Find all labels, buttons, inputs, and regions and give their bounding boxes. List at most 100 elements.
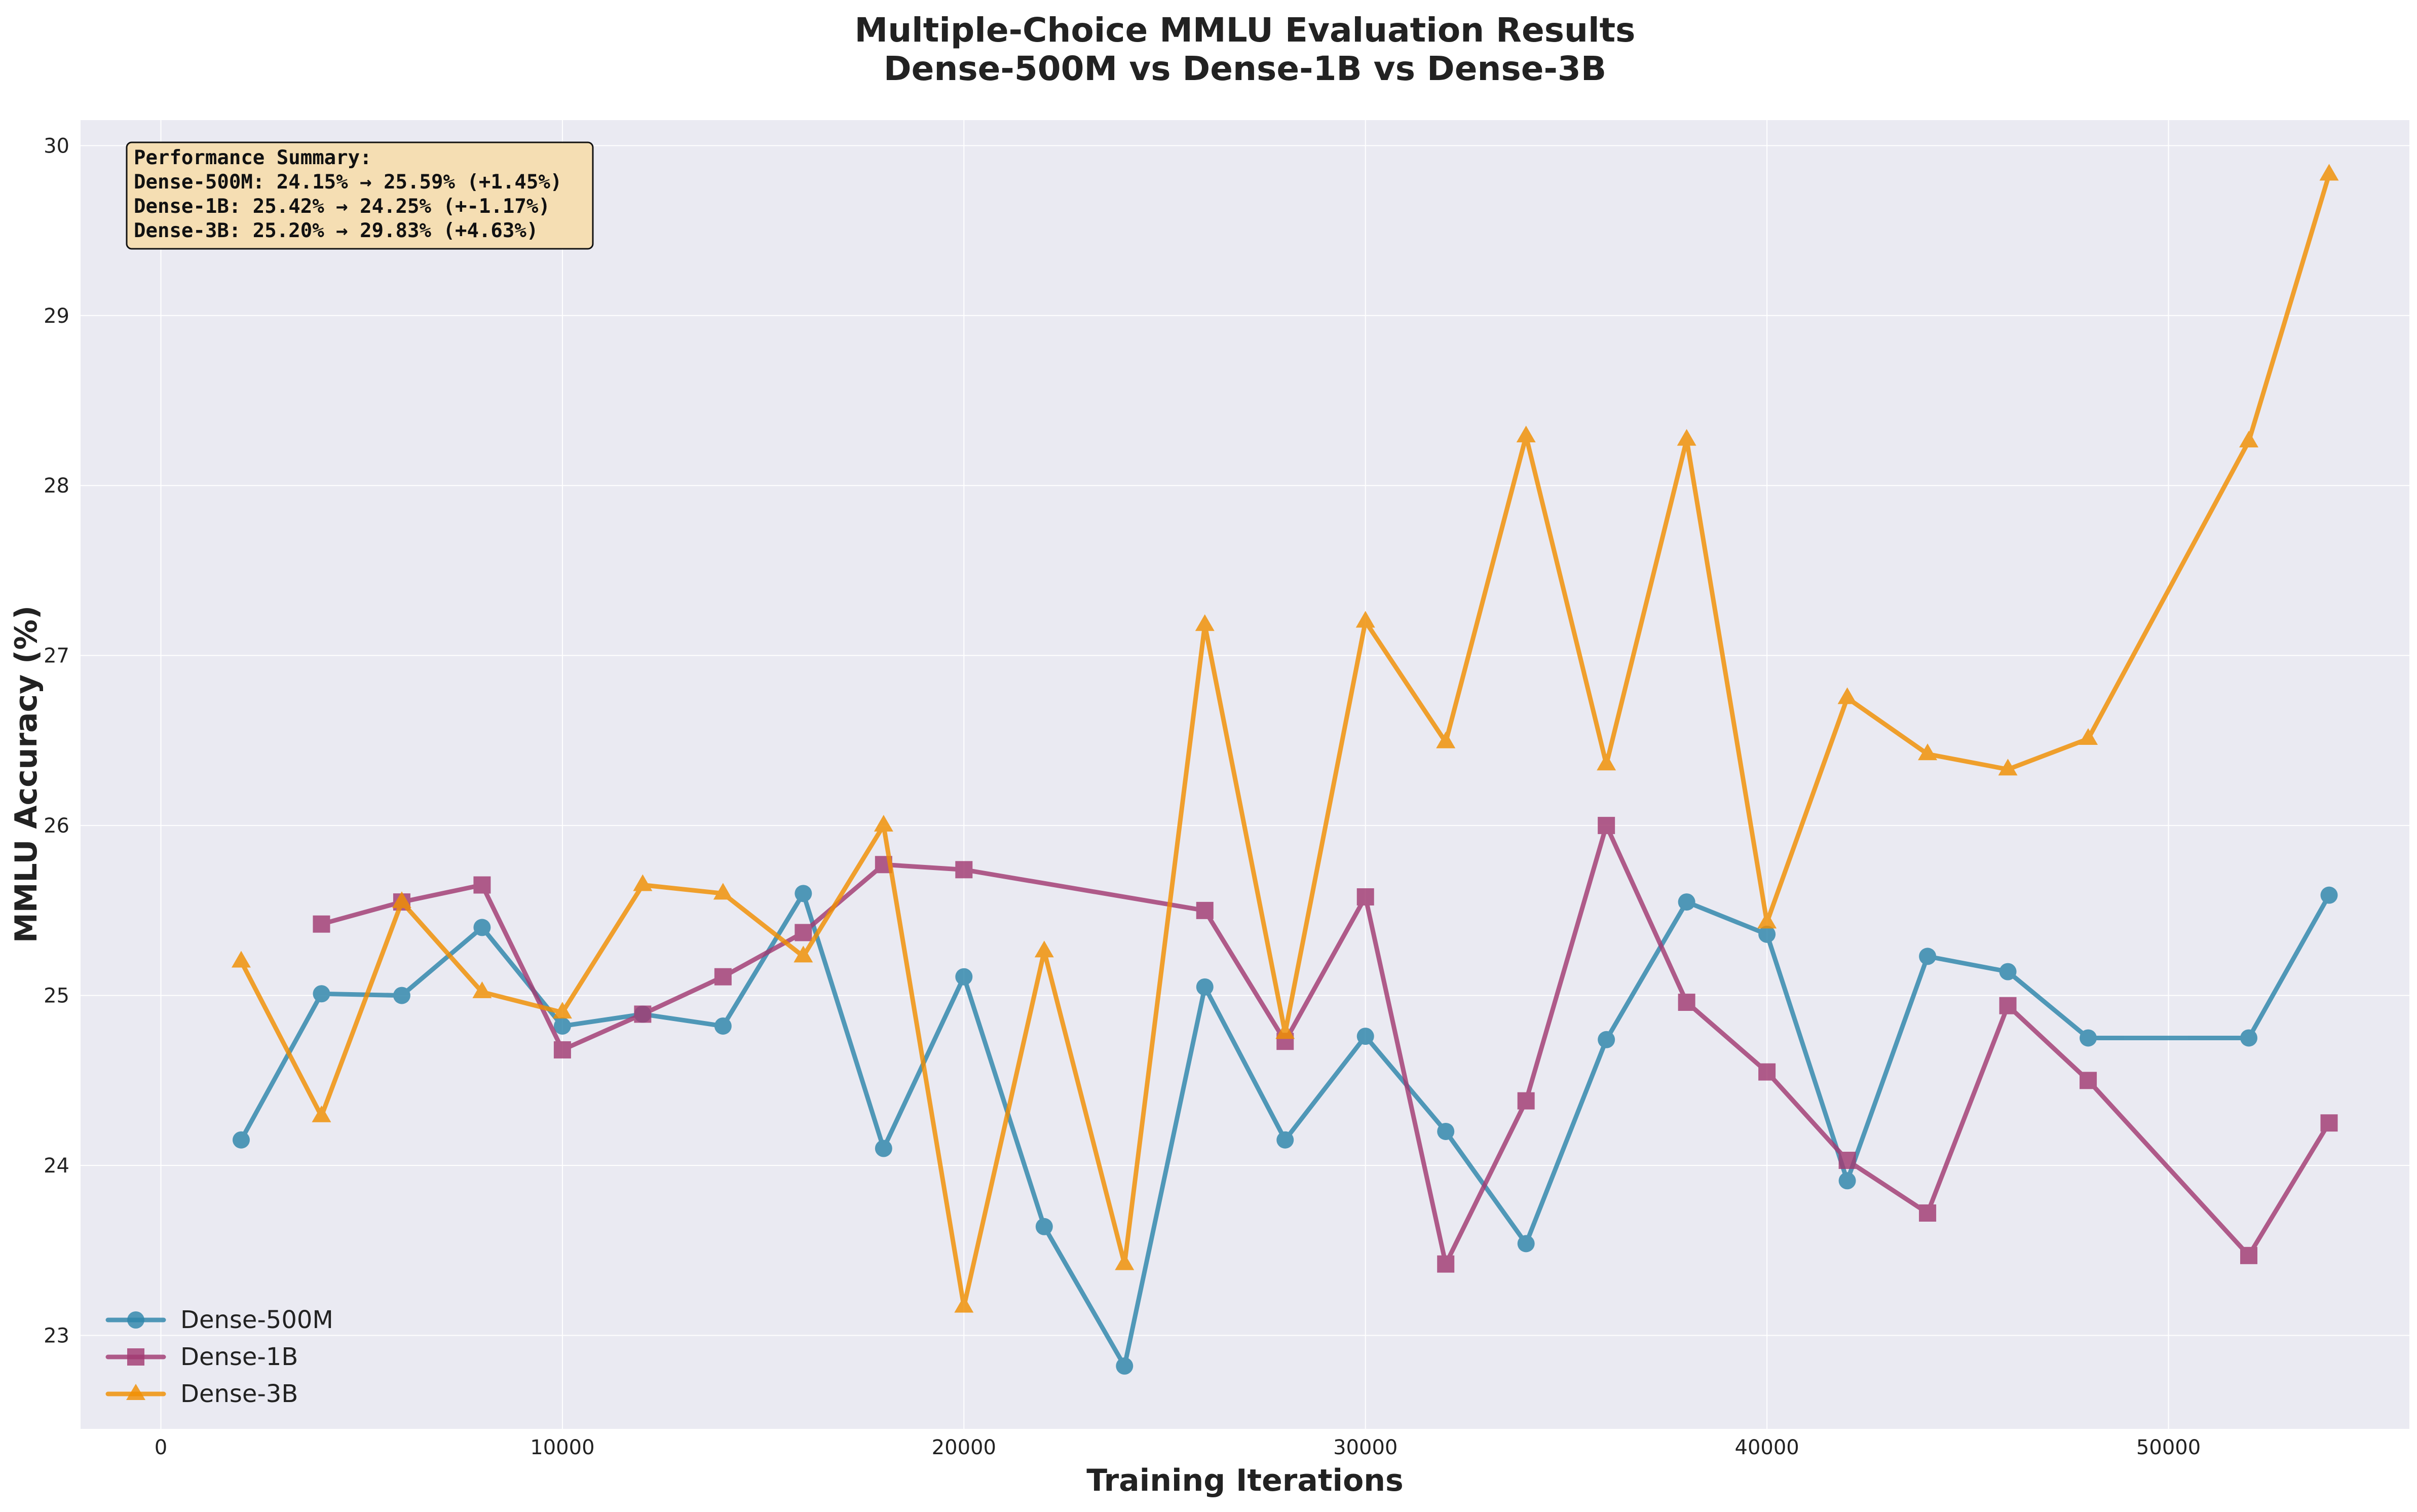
- x-tick-label: 0: [155, 1436, 167, 1459]
- data-point-dense-3b: [1115, 1253, 1135, 1270]
- chart-title-line-2: Dense-500M vs Dense-1B vs Dense-3B: [884, 49, 1606, 88]
- data-point-dense-3b: [1275, 1022, 1295, 1039]
- data-point-dense-3b: [1677, 429, 1696, 446]
- legend-marker-dense-1b: [127, 1348, 144, 1366]
- data-point-dense-1b: [1598, 817, 1615, 835]
- series-dense-1b: [313, 817, 2338, 1273]
- data-point-dense-500m: [1116, 1357, 1134, 1375]
- data-point-dense-500m: [2240, 1029, 2258, 1047]
- data-point-dense-3b: [1034, 940, 1054, 958]
- data-point-dense-3b: [1355, 611, 1375, 628]
- data-point-dense-3b: [1597, 753, 1616, 771]
- y-tick-label: 25: [44, 985, 69, 1008]
- summary-line-3: Dense-1B: 25.42% → 24.25% (+-1.17%): [134, 195, 550, 218]
- legend-label-dense-500m: Dense-500M: [180, 1306, 333, 1334]
- summary-line-4: Dense-3B: 25.20% → 29.83% (+4.63%): [134, 219, 538, 242]
- data-point-dense-3b: [1757, 912, 1777, 929]
- y-tick-label: 26: [44, 814, 69, 838]
- x-tick-label: 20000: [932, 1436, 996, 1459]
- data-point-dense-1b: [2320, 1114, 2338, 1132]
- data-point-dense-500m: [1196, 978, 1214, 996]
- series-layer: [231, 164, 2339, 1375]
- summary-background: [126, 141, 594, 250]
- series-line-dense-500m: [239, 891, 2331, 1369]
- data-point-dense-1b: [714, 968, 732, 986]
- data-point-dense-3b: [1436, 731, 1456, 748]
- data-point-dense-3b: [1837, 687, 1857, 704]
- y-tick-label: 23: [44, 1325, 69, 1348]
- y-tick-label: 30: [44, 134, 69, 158]
- data-point-dense-1b: [634, 1005, 652, 1023]
- data-point-dense-1b: [1838, 1151, 1856, 1169]
- data-point-dense-1b: [795, 924, 812, 941]
- x-tick-label: 40000: [1735, 1436, 1799, 1459]
- data-point-dense-3b: [392, 891, 411, 909]
- x-tick-label: 30000: [1333, 1436, 1398, 1459]
- data-point-dense-3b: [472, 981, 492, 998]
- chart-title-line-1: Multiple-Choice MMLU Evaluation Results: [855, 11, 1636, 50]
- data-point-dense-1b: [553, 1041, 571, 1059]
- data-point-dense-500m: [313, 985, 330, 1003]
- data-point-dense-500m: [1517, 1235, 1535, 1253]
- x-tick-label: 10000: [530, 1436, 594, 1459]
- data-point-dense-500m: [553, 1017, 571, 1035]
- data-point-dense-3b: [1918, 743, 1938, 761]
- data-point-dense-3b: [954, 1296, 974, 1313]
- data-point-dense-500m: [1437, 1122, 1455, 1140]
- data-point-dense-1b: [1437, 1255, 1455, 1273]
- legend-label-dense-3b: Dense-3B: [180, 1380, 298, 1408]
- data-point-dense-3b: [2079, 728, 2098, 745]
- data-point-dense-500m: [2080, 1029, 2097, 1047]
- data-point-dense-3b: [1516, 425, 1536, 442]
- data-point-dense-1b: [1678, 994, 1695, 1011]
- legend-marker-dense-500m: [127, 1311, 144, 1329]
- data-point-dense-3b: [874, 815, 893, 832]
- data-point-dense-1b: [1356, 888, 1374, 906]
- legend-item-dense-500m: Dense-500M: [105, 1306, 333, 1334]
- data-point-dense-500m: [714, 1017, 732, 1035]
- data-point-dense-500m: [1035, 1218, 1053, 1235]
- summary-line-1: Performance Summary:: [134, 146, 372, 169]
- data-point-dense-500m: [1999, 963, 2017, 980]
- data-point-dense-500m: [1758, 925, 1776, 943]
- data-point-dense-500m: [2320, 886, 2338, 904]
- x-axis-label: Training Iterations: [1086, 1463, 1404, 1498]
- data-point-dense-500m: [1598, 1031, 1615, 1048]
- summary-line-2: Dense-500M: 24.15% → 25.59% (+1.45%): [134, 171, 562, 194]
- data-point-dense-500m: [232, 1131, 250, 1149]
- grid-lines: [81, 120, 2409, 1429]
- data-point-dense-1b: [2240, 1246, 2258, 1264]
- y-axis-label: MMLU Accuracy (%): [9, 606, 44, 943]
- data-point-dense-3b: [794, 946, 813, 963]
- legend-label-dense-1b: Dense-1B: [180, 1343, 298, 1371]
- data-point-dense-1b: [1758, 1063, 1776, 1081]
- data-point-dense-1b: [2080, 1072, 2097, 1089]
- data-point-dense-1b: [955, 861, 973, 879]
- y-tick-label: 29: [44, 305, 69, 328]
- y-axis-ticks: 23 24 25 26 27 28 29 30: [44, 134, 69, 1347]
- legend-marker-dense-3b: [126, 1384, 145, 1400]
- data-point-dense-3b: [231, 951, 251, 968]
- performance-summary-box: Performance Summary: Dense-500M: 24.15% …: [126, 141, 594, 250]
- data-point-dense-1b: [1919, 1204, 1937, 1222]
- data-point-dense-500m: [473, 919, 491, 936]
- data-point-dense-1b: [313, 915, 330, 933]
- data-point-dense-500m: [875, 1140, 892, 1157]
- data-point-dense-500m: [1356, 1028, 1374, 1045]
- data-point-dense-500m: [1678, 893, 1695, 911]
- data-point-dense-3b: [2319, 164, 2339, 181]
- data-point-dense-3b: [552, 1002, 572, 1019]
- legend-item-dense-3b: Dense-3B: [105, 1380, 298, 1408]
- data-point-dense-1b: [1999, 997, 2017, 1014]
- series-line-dense-3b: [239, 172, 2331, 1309]
- y-tick-label: 28: [44, 474, 69, 498]
- data-point-dense-3b: [713, 883, 733, 900]
- x-tick-label: 50000: [2136, 1436, 2201, 1459]
- data-point-dense-3b: [312, 1105, 331, 1122]
- legend: Dense-500M Dense-1B Dense-3B: [105, 1306, 333, 1408]
- data-point-dense-500m: [1838, 1172, 1856, 1190]
- data-point-dense-500m: [1919, 948, 1937, 965]
- data-point-dense-3b: [2239, 431, 2259, 448]
